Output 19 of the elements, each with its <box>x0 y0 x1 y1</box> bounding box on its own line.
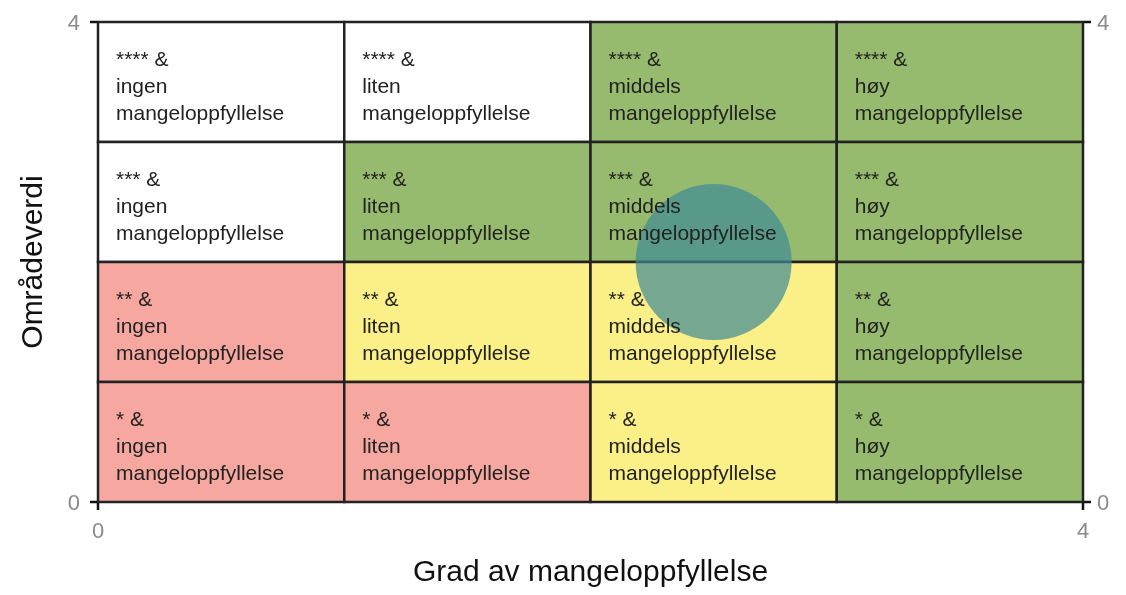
annotation: **** & høy mangeloppfyllelse <box>854 47 1023 124</box>
x-axis-title: Grad av mangeloppfyllelse <box>412 554 769 587</box>
annotation: *** & middels mangeloppfyllelse <box>608 167 777 244</box>
annotation: **** & liten mangeloppfyllelse <box>362 47 531 124</box>
annotation: ** & liten mangeloppfyllelse <box>362 287 531 364</box>
y2-tick-label: 0 <box>1097 489 1110 515</box>
annotation: *** & høy mangeloppfyllelse <box>854 167 1023 244</box>
annotation: *** & liten mangeloppfyllelse <box>362 167 531 244</box>
annotation: * & liten mangeloppfyllelse <box>362 407 531 484</box>
annotation: *** & ingen mangeloppfyllelse <box>116 167 285 244</box>
annotation: ** & høy mangeloppfyllelse <box>854 287 1023 364</box>
annotation: * & middels mangeloppfyllelse <box>608 407 777 484</box>
annotation: **** & ingen mangeloppfyllelse <box>116 47 285 124</box>
annotation: * & ingen mangeloppfyllelse <box>116 407 285 484</box>
y-axis-title: Områdeverdi <box>15 175 48 349</box>
annotation: ** & ingen mangeloppfyllelse <box>116 287 285 364</box>
annotation: * & høy mangeloppfyllelse <box>854 407 1023 484</box>
y2-tick-label: 4 <box>1097 9 1110 35</box>
annotation: **** & middels mangeloppfyllelse <box>608 47 777 124</box>
